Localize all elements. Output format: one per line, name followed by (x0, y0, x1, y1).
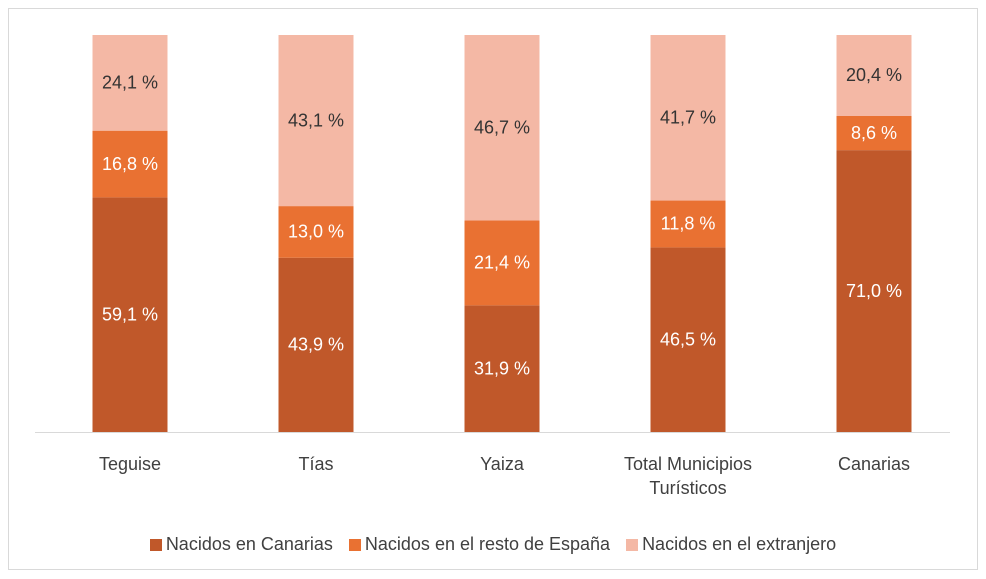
data-label: 43,1 % (288, 110, 344, 130)
bar-segment (836, 150, 912, 432)
legend-item: Nacidos en el extranjero (626, 534, 836, 555)
x-tick-label: Teguise (98, 454, 162, 474)
data-label: 46,7 % (474, 117, 530, 137)
data-label: 21,4 % (474, 253, 530, 273)
bar-segment (92, 35, 168, 131)
legend-item: Nacidos en el resto de España (348, 534, 611, 555)
data-label: 24,1 % (102, 73, 158, 93)
data-label: 71,0 % (846, 281, 902, 301)
x-tick-label: Tías (298, 454, 334, 474)
bar-segment (650, 247, 726, 432)
data-label: 46,5 % (660, 329, 716, 349)
data-label: 11,8 % (661, 214, 716, 234)
bar-segment (278, 257, 354, 432)
data-label: 16,8 % (102, 154, 158, 174)
legend-label: Nacidos en Canarias (165, 534, 333, 554)
legend-swatch (626, 538, 639, 551)
data-label: 31,9 % (474, 358, 530, 378)
bar-segment (278, 35, 354, 207)
data-label: 59,1 % (102, 304, 158, 324)
bar-segment (92, 197, 168, 432)
legend-item: Nacidos en Canarias (149, 534, 333, 555)
legend-label: Nacidos en el resto de España (364, 534, 611, 554)
bar-segment (464, 35, 540, 221)
x-tick-label: Canarias (837, 454, 911, 474)
legend: Nacidos en Canarias Nacidos en el resto d… (0, 534, 986, 555)
data-label: 8,6 % (851, 123, 897, 143)
x-tick-label: Total Municipios Turísticos (623, 454, 753, 498)
bar-segment (836, 115, 912, 151)
bar-segment (464, 220, 540, 306)
legend-swatch (149, 538, 162, 551)
bar-segment (464, 305, 540, 432)
data-label: 20,4 % (846, 65, 902, 85)
bar-segment (650, 200, 726, 248)
bar-segment (650, 35, 726, 201)
bar-segment (836, 35, 912, 116)
legend-swatch (348, 538, 361, 551)
bar-segment (92, 130, 168, 198)
data-label: 13,0 % (288, 222, 344, 242)
data-label: 41,7 % (660, 108, 716, 128)
x-tick-label: Yaiza (480, 454, 524, 474)
bar-segment (278, 206, 354, 258)
legend-label: Nacidos en el extranjero (642, 534, 837, 554)
data-label: 43,9 % (288, 335, 344, 355)
